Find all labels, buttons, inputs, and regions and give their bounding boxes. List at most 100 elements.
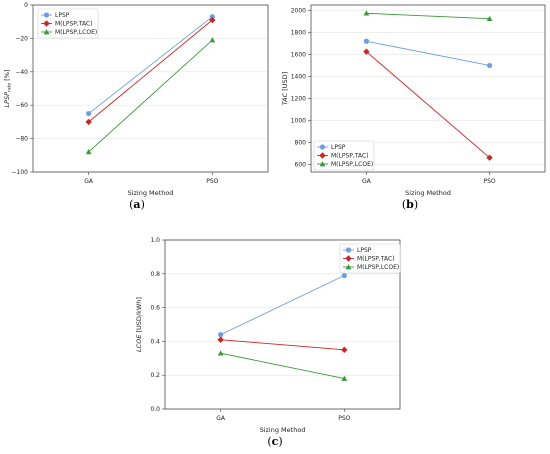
y-tick-label: 0 xyxy=(24,2,28,9)
x-tick-label: PSO xyxy=(484,178,496,185)
y-tick-label: −80 xyxy=(15,136,28,143)
legend: LPSP M(LPSP,TAC)M(LPSP,LCOE) xyxy=(339,243,401,274)
data-point xyxy=(363,48,370,55)
y-tick-label: 0.2 xyxy=(150,372,160,379)
x-tick-label: PSO xyxy=(338,415,350,422)
data-point xyxy=(85,149,92,155)
legend-label: M(LPSP,TAC) xyxy=(357,256,395,263)
series-line xyxy=(88,19,213,123)
y-tick-label: −20 xyxy=(15,35,28,42)
y-tick-label: 0.4 xyxy=(150,338,160,345)
series-line xyxy=(88,16,213,114)
series-line xyxy=(220,275,345,336)
y-tick-label: 0.0 xyxy=(150,406,160,413)
y-tick-label: 1200 xyxy=(291,95,306,102)
y-axis-label-unit: [%] xyxy=(3,69,11,82)
y-tick-label: 800 xyxy=(295,139,307,146)
caption-close: ) xyxy=(141,198,145,211)
legend-label: M(LPSP,LCOE) xyxy=(331,161,373,168)
plot-frame xyxy=(164,239,401,410)
plot-frame xyxy=(32,4,269,173)
caption-letter: b xyxy=(406,198,414,211)
y-tick-label: 1.0 xyxy=(150,237,160,244)
y-tick-label: −40 xyxy=(15,69,28,76)
data-point xyxy=(341,375,348,381)
data-point xyxy=(486,154,493,161)
data-point xyxy=(341,272,347,279)
series-line xyxy=(366,40,490,66)
series-line xyxy=(220,352,345,380)
plot-frame xyxy=(310,4,546,173)
caption-close: ) xyxy=(278,435,282,448)
x-axis-label: Sizing Method xyxy=(260,426,306,434)
caption-close: ) xyxy=(414,198,418,211)
y-tick-label: −60 xyxy=(15,102,28,109)
panel-caption: (c) xyxy=(267,435,282,448)
y-axis-label: LPSPrate [%] xyxy=(3,69,13,107)
legend-label: M(LPSP,LCOE) xyxy=(55,29,97,36)
legend-label: M(LPSP,TAC) xyxy=(55,21,93,28)
caption-open: ( xyxy=(267,435,271,448)
data-point xyxy=(486,15,493,22)
y-axis-label: LCOE [USD/kWh] xyxy=(135,297,143,352)
data-point xyxy=(86,110,92,117)
x-axis-label: Sizing Method xyxy=(405,189,451,197)
legend-marker xyxy=(319,161,326,167)
y-axis-label: TAC [USD] xyxy=(281,72,289,105)
y-tick-label: 600 xyxy=(295,161,307,168)
y-tick-label: 2000 xyxy=(291,7,306,14)
legend-label: LPSP xyxy=(357,247,372,254)
data-point xyxy=(218,332,224,338)
x-tick-label: GA xyxy=(216,415,226,422)
data-point xyxy=(217,336,224,343)
x-tick-label: PSO xyxy=(206,178,218,185)
y-axis-label-main: LPSP xyxy=(3,92,11,108)
chart-panel-b: 600 800 1000 1200 1400 1600 1800 2000 GA PSO Sizin… xyxy=(281,4,546,211)
panel-caption: (a) xyxy=(129,198,145,211)
data-point xyxy=(209,37,216,43)
series-line xyxy=(366,12,490,20)
data-point xyxy=(363,10,370,16)
legend-marker xyxy=(43,29,50,35)
chart-panel-c: 0.0 0.2 0.4 0.6 0.8 1.0 GA PSO Sizing Method LCOE… xyxy=(135,237,401,448)
y-tick-label: 1600 xyxy=(291,51,306,58)
y-tick-label: 1800 xyxy=(291,29,306,36)
legend-label: LPSP xyxy=(331,144,346,151)
series-line xyxy=(88,39,213,153)
y-axis-label-subscript: rate xyxy=(7,83,13,92)
y-tick-label: 1400 xyxy=(291,73,306,80)
y-axis-label-unit: [USD] xyxy=(281,72,289,93)
legend-marker xyxy=(319,144,326,150)
caption-open: ( xyxy=(402,198,406,211)
y-axis-label-main: LCOE xyxy=(135,334,143,352)
legend: LPSP M(LPSP,TAC)M(LPSP,LCOE) xyxy=(313,140,375,171)
series-line xyxy=(366,51,490,159)
data-point xyxy=(217,350,224,356)
data-point xyxy=(209,16,216,24)
legend-label: LPSP xyxy=(55,12,70,19)
data-point xyxy=(85,118,92,126)
legend-marker xyxy=(345,255,352,262)
legend-box xyxy=(313,140,375,171)
panel-caption: (b) xyxy=(402,198,418,211)
legend-marker xyxy=(43,12,50,18)
x-axis-label: Sizing Method xyxy=(128,189,174,197)
caption-letter: a xyxy=(133,198,140,211)
legend-marker xyxy=(319,152,326,159)
legend-label: M(LPSP,LCOE) xyxy=(357,264,399,271)
legend-box xyxy=(339,243,401,274)
y-tick-label: −100 xyxy=(12,169,29,176)
caption-letter: c xyxy=(272,435,279,448)
data-point xyxy=(363,38,370,44)
legend-marker xyxy=(345,247,352,253)
y-tick-label: 1000 xyxy=(291,117,306,124)
x-tick-label: GA xyxy=(84,178,94,185)
data-point xyxy=(341,346,348,354)
legend-label: M(LPSP,TAC) xyxy=(331,153,369,160)
legend: LPSP M(LPSP,TAC)M(LPSP,LCOE) xyxy=(37,8,99,39)
y-axis-label-main: TAC xyxy=(281,92,289,105)
y-axis-label-unit: [USD/kWh] xyxy=(135,297,143,335)
series-line xyxy=(220,339,345,351)
